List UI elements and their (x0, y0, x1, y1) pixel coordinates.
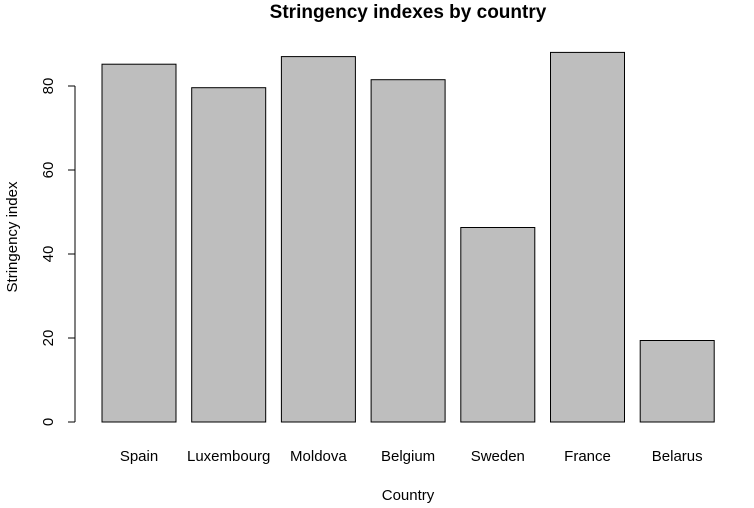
y-tick-label-80: 80 (40, 78, 57, 95)
y-tick-label-60: 60 (40, 162, 57, 179)
x-tick-label-france: France (564, 448, 611, 465)
bar-belgium (370, 79, 446, 423)
y-tick-label-40: 40 (40, 246, 57, 263)
bar-belarus (639, 340, 715, 423)
bar-france (550, 51, 625, 423)
y-tick-label-0: 0 (40, 418, 57, 426)
chart-title: Stringency indexes by country (270, 2, 547, 23)
y-axis: 0 20 40 60 80 (40, 78, 76, 426)
x-tick-label-moldova: Moldova (290, 448, 347, 465)
bar-luxembourg (191, 87, 267, 423)
x-tick-label-luxembourg: Luxembourg (187, 448, 270, 465)
x-tick-label-belgium: Belgium (381, 448, 435, 465)
x-axis-label: Country (382, 487, 435, 504)
x-tick-label-spain: Spain (120, 448, 158, 465)
bar-spain (101, 63, 177, 423)
y-axis-label: Stringency index (4, 181, 21, 292)
bars-group (101, 51, 715, 423)
x-tick-label-sweden: Sweden (471, 448, 525, 465)
x-tick-label-belarus: Belarus (652, 448, 703, 465)
bar-moldova (280, 56, 356, 423)
x-tick-labels: Spain Luxembourg Moldova Belgium Sweden Franc… (120, 448, 703, 465)
y-tick-label-20: 20 (40, 330, 57, 347)
bar-sweden (460, 227, 536, 423)
